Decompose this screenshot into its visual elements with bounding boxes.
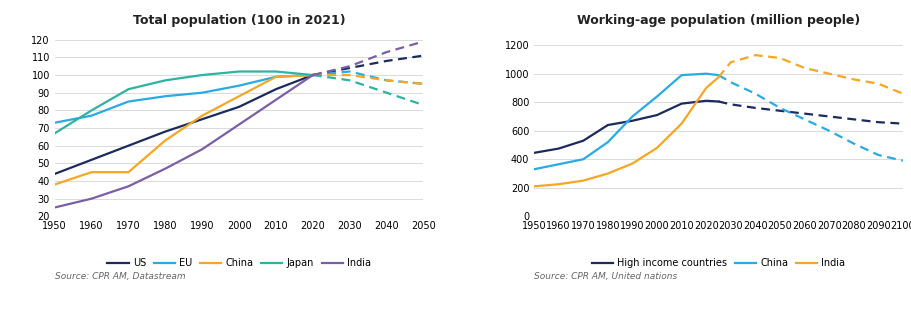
Title: Working-age population (million people): Working-age population (million people) xyxy=(577,14,859,27)
Text: Source: CPR AM, Datastream: Source: CPR AM, Datastream xyxy=(55,272,185,281)
Legend: High income countries, China, India: High income countries, China, India xyxy=(588,255,848,272)
Title: Total population (100 in 2021): Total population (100 in 2021) xyxy=(133,14,345,27)
Legend: US, EU, China, Japan, India: US, EU, China, Japan, India xyxy=(104,255,374,272)
Text: Source: CPR AM, United nations: Source: CPR AM, United nations xyxy=(534,272,677,281)
